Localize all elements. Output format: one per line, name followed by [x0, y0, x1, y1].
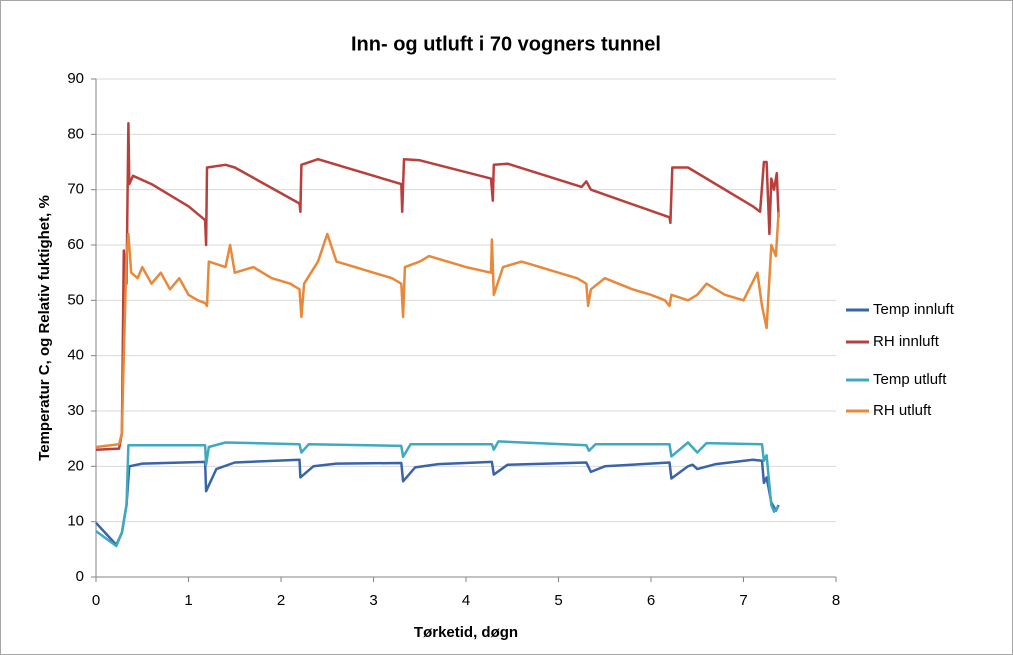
- x-tick-label: 3: [369, 592, 377, 609]
- data-line: [95, 122, 780, 451]
- y-tick-label: 60: [67, 236, 84, 253]
- x-tick-label: 2: [277, 592, 285, 609]
- legend-label: Temp utluft: [873, 371, 947, 388]
- legend-label: RH innluft: [873, 333, 940, 350]
- y-tick-label: 40: [67, 347, 84, 364]
- legend-label: Temp innluft: [873, 301, 955, 318]
- x-tick-label: 0: [92, 592, 100, 609]
- y-tick-label: 10: [67, 513, 84, 530]
- x-tick-label: 5: [554, 592, 562, 609]
- legend-label: RH utluft: [873, 402, 932, 419]
- x-tick-label: 8: [832, 592, 840, 609]
- x-axis-label: Tørketid, døgn: [414, 624, 518, 641]
- y-tick-label: 70: [67, 181, 84, 198]
- y-tick-label: 90: [67, 70, 84, 87]
- x-tick-label: 1: [184, 592, 192, 609]
- y-tick-label: 80: [67, 125, 84, 142]
- data-line: [95, 440, 780, 548]
- y-tick-label: 30: [67, 402, 84, 419]
- x-tick-label: 4: [462, 592, 470, 609]
- x-tick-label: 6: [647, 592, 655, 609]
- y-axis-label: Temperatur C, og Relativ fuktighet, %: [36, 195, 53, 461]
- data-line: [95, 211, 780, 449]
- y-tick-label: 20: [67, 457, 84, 474]
- chart-title: Inn- og utluft i 70 vogners tunnel: [351, 33, 661, 55]
- y-tick-label: 0: [76, 568, 84, 585]
- y-tick-label: 50: [67, 291, 84, 308]
- x-tick-label: 7: [739, 592, 747, 609]
